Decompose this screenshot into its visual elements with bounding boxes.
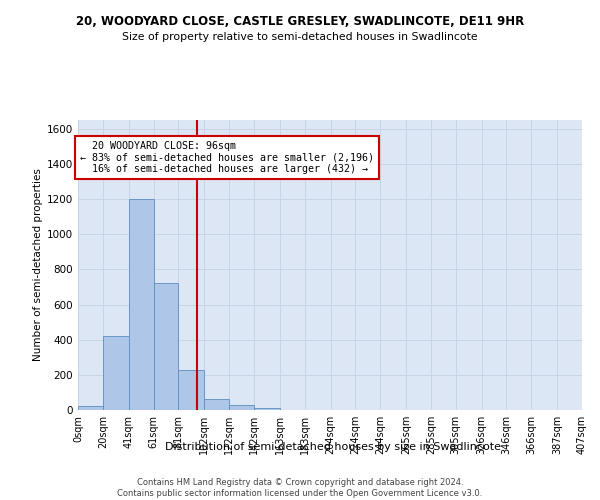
Bar (229, 404, 254, 410)
Y-axis label: Number of semi-detached properties: Number of semi-detached properties (33, 168, 43, 362)
Bar (78, 406, 103, 410)
Bar (154, 284, 178, 410)
Text: Contains HM Land Registry data © Crown copyright and database right 2024.
Contai: Contains HM Land Registry data © Crown c… (118, 478, 482, 498)
Text: 20 WOODYARD CLOSE: 96sqm
← 83% of semi-detached houses are smaller (2,196)
  16%: 20 WOODYARD CLOSE: 96sqm ← 83% of semi-d… (80, 141, 374, 174)
Text: Distribution of semi-detached houses by size in Swadlincote: Distribution of semi-detached houses by … (165, 442, 501, 452)
Bar (178, 370, 205, 410)
Bar (129, 199, 154, 410)
Bar (254, 408, 280, 410)
Text: 20, WOODYARD CLOSE, CASTLE GRESLEY, SWADLINCOTE, DE11 9HR: 20, WOODYARD CLOSE, CASTLE GRESLEY, SWAD… (76, 15, 524, 28)
Bar (205, 398, 229, 410)
Bar (103, 336, 129, 410)
Text: Size of property relative to semi-detached houses in Swadlincote: Size of property relative to semi-detach… (122, 32, 478, 42)
